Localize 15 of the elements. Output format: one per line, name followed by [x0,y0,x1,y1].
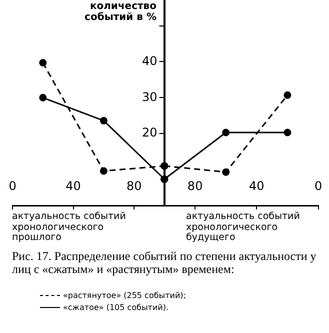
legend-label: «сжатое» (105 событий). [62,302,170,314]
x-axis-title: актуальность событий хронологического прошлого [12,211,127,244]
y-tick-label: 40 [142,53,157,68]
x-tick-label: 80 [187,178,202,192]
text: Рис. 17. Распределение событий по степени актуальности у лиц с «сжатым» и «растянутым» временем: [12,249,318,276]
y-tick-label: 20 [142,125,157,140]
x-tick-label: 80 [126,178,142,192]
legend-label: «растянутое» (255 событий); [62,290,186,302]
x-tick-label: 40 [248,178,264,192]
x-tick-label: 0 [8,178,16,192]
x-tick-label: 40 [65,178,80,192]
y-tick-label: 30 [142,89,157,104]
x-tick-label: 0 [314,178,322,192]
x-axis-title: актуальность событий хронологического будущего [186,211,301,244]
y-axis-title: количество событий в % [84,0,156,22]
